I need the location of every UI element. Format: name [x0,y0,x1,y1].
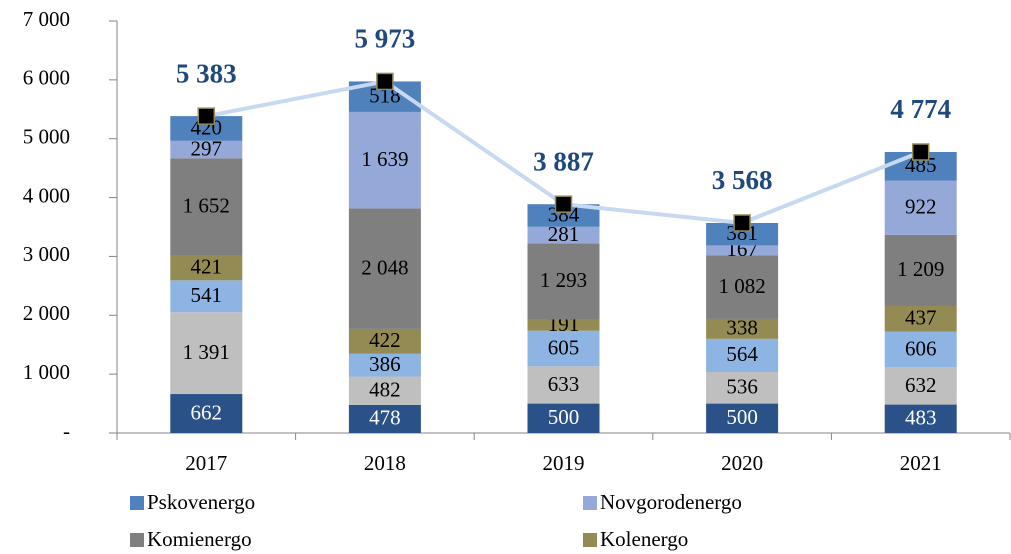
bar-segment [706,372,779,404]
bar-segment [527,403,600,433]
data-label: 2 048 [361,255,408,279]
data-label: 437 [905,306,937,330]
total-label: 3 568 [712,165,773,195]
bar-segment [884,234,957,306]
data-label: 1 209 [897,257,944,281]
data-label: 1 652 [183,194,230,218]
data-label: 338 [726,316,758,340]
bar-segment [706,222,779,246]
legend-label: Novgorodenergo [600,490,742,514]
data-label: 536 [726,375,758,399]
data-label: 422 [369,328,401,352]
bar-segment [884,331,957,368]
bar-segment [527,226,600,244]
data-label: 541 [191,283,223,307]
legend-swatch [583,533,597,547]
total-label: 4 774 [890,94,951,124]
data-label: 606 [905,336,937,360]
total-marker [376,72,394,91]
y-tick-label: 2 000 [23,301,70,325]
data-label: 483 [905,406,937,430]
data-label: 1 639 [361,147,408,171]
data-label: 386 [369,352,401,376]
y-tick-label: 4 000 [23,183,70,207]
x-tick-label: 2021 [900,451,942,475]
bar-segment [706,318,779,339]
data-label: 922 [905,195,937,219]
x-tick-label: 2020 [721,451,763,475]
x-tick-label: 2017 [185,451,227,475]
legend-swatch [130,533,144,547]
bar-segment [170,280,243,313]
bar-segment [348,376,421,405]
bar-segment [348,328,421,354]
legend-label: Pskovenergo [147,490,255,514]
total-marker [911,143,930,161]
bar-segment [706,255,779,319]
data-label: 1 082 [718,274,765,298]
bar-segment [884,180,957,235]
total-marker [197,107,216,125]
bar-segment [527,366,600,404]
bar-segment [527,204,600,227]
bar-segment [527,330,600,367]
total-label: 5 973 [355,24,416,54]
bar-segment [706,245,779,256]
bar-segment [170,255,243,281]
data-label: 478 [369,406,401,430]
bar-segment [884,367,957,405]
total-label: 3 887 [533,146,594,176]
bar-segment [884,404,957,433]
total-marker [554,195,573,213]
data-label: 1 293 [540,268,587,292]
bar-segment [527,243,600,320]
data-label: 662 [191,400,223,424]
data-label: 632 [905,373,937,397]
x-tick-label: 2018 [364,451,406,475]
bar-segment [170,312,243,395]
legend-label: Kolenergo [600,527,688,551]
bar-segment [884,305,957,332]
y-tick-label: 6 000 [23,66,70,90]
legend-swatch [130,496,144,510]
y-tick-label: 1 000 [23,360,70,384]
legend-swatch [583,496,597,510]
data-label: 500 [548,405,580,429]
y-tick-label: 7 000 [23,7,70,31]
bar-segment [527,319,600,331]
bar-segment [348,208,421,329]
bar-segment [706,403,779,433]
data-label: 605 [548,335,580,359]
bar-segment [170,140,243,159]
y-tick-label: - [63,419,70,443]
legend-label: Komienergo [147,527,252,551]
total-label: 5 383 [176,58,237,88]
bar-segment [170,394,243,433]
data-label: 421 [191,255,223,279]
data-label: 1 391 [183,340,230,364]
total-marker [733,214,751,232]
data-label: 482 [369,377,401,401]
data-label: 564 [726,342,758,366]
bar-segment [348,353,421,377]
y-tick-label: 3 000 [23,242,70,266]
bar-segment [706,338,779,373]
x-tick-label: 2019 [543,451,585,475]
data-label: 633 [548,372,580,396]
y-tick-label: 5 000 [23,125,70,149]
data-label: 500 [726,405,758,429]
bar-segment [170,158,243,256]
bar-segment [348,111,421,209]
bar-segment [348,404,421,433]
